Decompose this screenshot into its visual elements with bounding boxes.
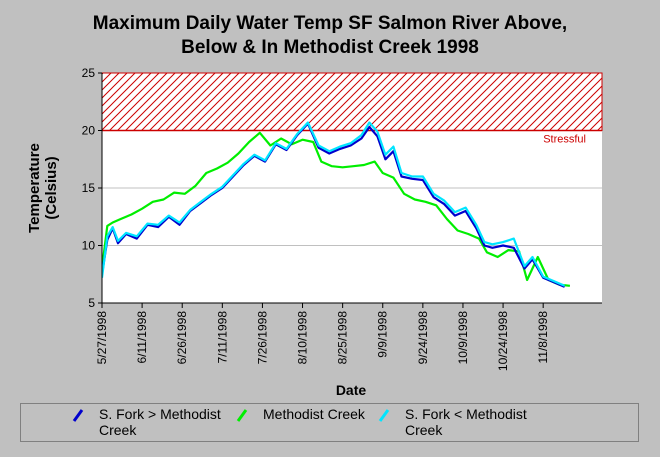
x-tick-label: 6/26/1998 (175, 311, 189, 365)
x-tick-label: 10/24/1998 (496, 311, 510, 371)
x-tick-label: 6/11/1998 (135, 311, 149, 364)
series-line (102, 131, 571, 287)
x-tick-label: 5/27/1998 (95, 311, 109, 365)
y-tick-label: 25 (82, 66, 96, 80)
y-tick-label: 20 (82, 124, 96, 138)
x-tick-label: 10/9/1998 (456, 311, 470, 365)
chart-legend: S. Fork > Methodist Creek Methodist Cree… (20, 403, 639, 442)
threshold-label: Stressful (543, 134, 586, 146)
legend-label: Methodist Creek (263, 406, 365, 422)
x-axis-label: Date (336, 382, 367, 398)
x-tick-label: 8/25/1998 (336, 311, 350, 365)
legend-swatch (235, 406, 257, 424)
series-line (102, 121, 566, 287)
legend-label: S. Fork < Methodist Creek (405, 406, 527, 438)
stress-band (101, 72, 603, 131)
legend-label: S. Fork > Methodist Creek (99, 406, 221, 438)
x-tick-label: 9/9/1998 (376, 311, 390, 358)
y-tick-label: 15 (82, 181, 96, 195)
y-tick-label: 5 (88, 296, 95, 310)
chart-title: Maximum Daily Water Temp SF Salmon River… (0, 12, 660, 60)
legend-item: S. Fork > Methodist Creek (71, 406, 249, 438)
chart-title-line1: Maximum Daily Water Temp SF Salmon River… (92, 13, 568, 34)
x-tick-label: 11/8/1998 (536, 311, 550, 364)
legend-swatch (377, 406, 399, 424)
legend-item: S. Fork < Methodist Creek (377, 406, 555, 438)
x-tick-label: 9/24/1998 (416, 311, 430, 365)
y-axis-label: Temperature(Celsius) (26, 143, 60, 233)
chart-title-line2: Below & In Methodist Creek 1998 (181, 37, 479, 58)
x-tick-label: 8/10/1998 (296, 311, 310, 365)
y-tick-label: 10 (82, 239, 96, 253)
legend-item: Methodist Creek (235, 406, 413, 424)
x-tick-label: 7/26/1998 (255, 311, 269, 365)
legend-swatch (71, 406, 93, 424)
x-tick-label: 7/11/1998 (215, 311, 229, 364)
